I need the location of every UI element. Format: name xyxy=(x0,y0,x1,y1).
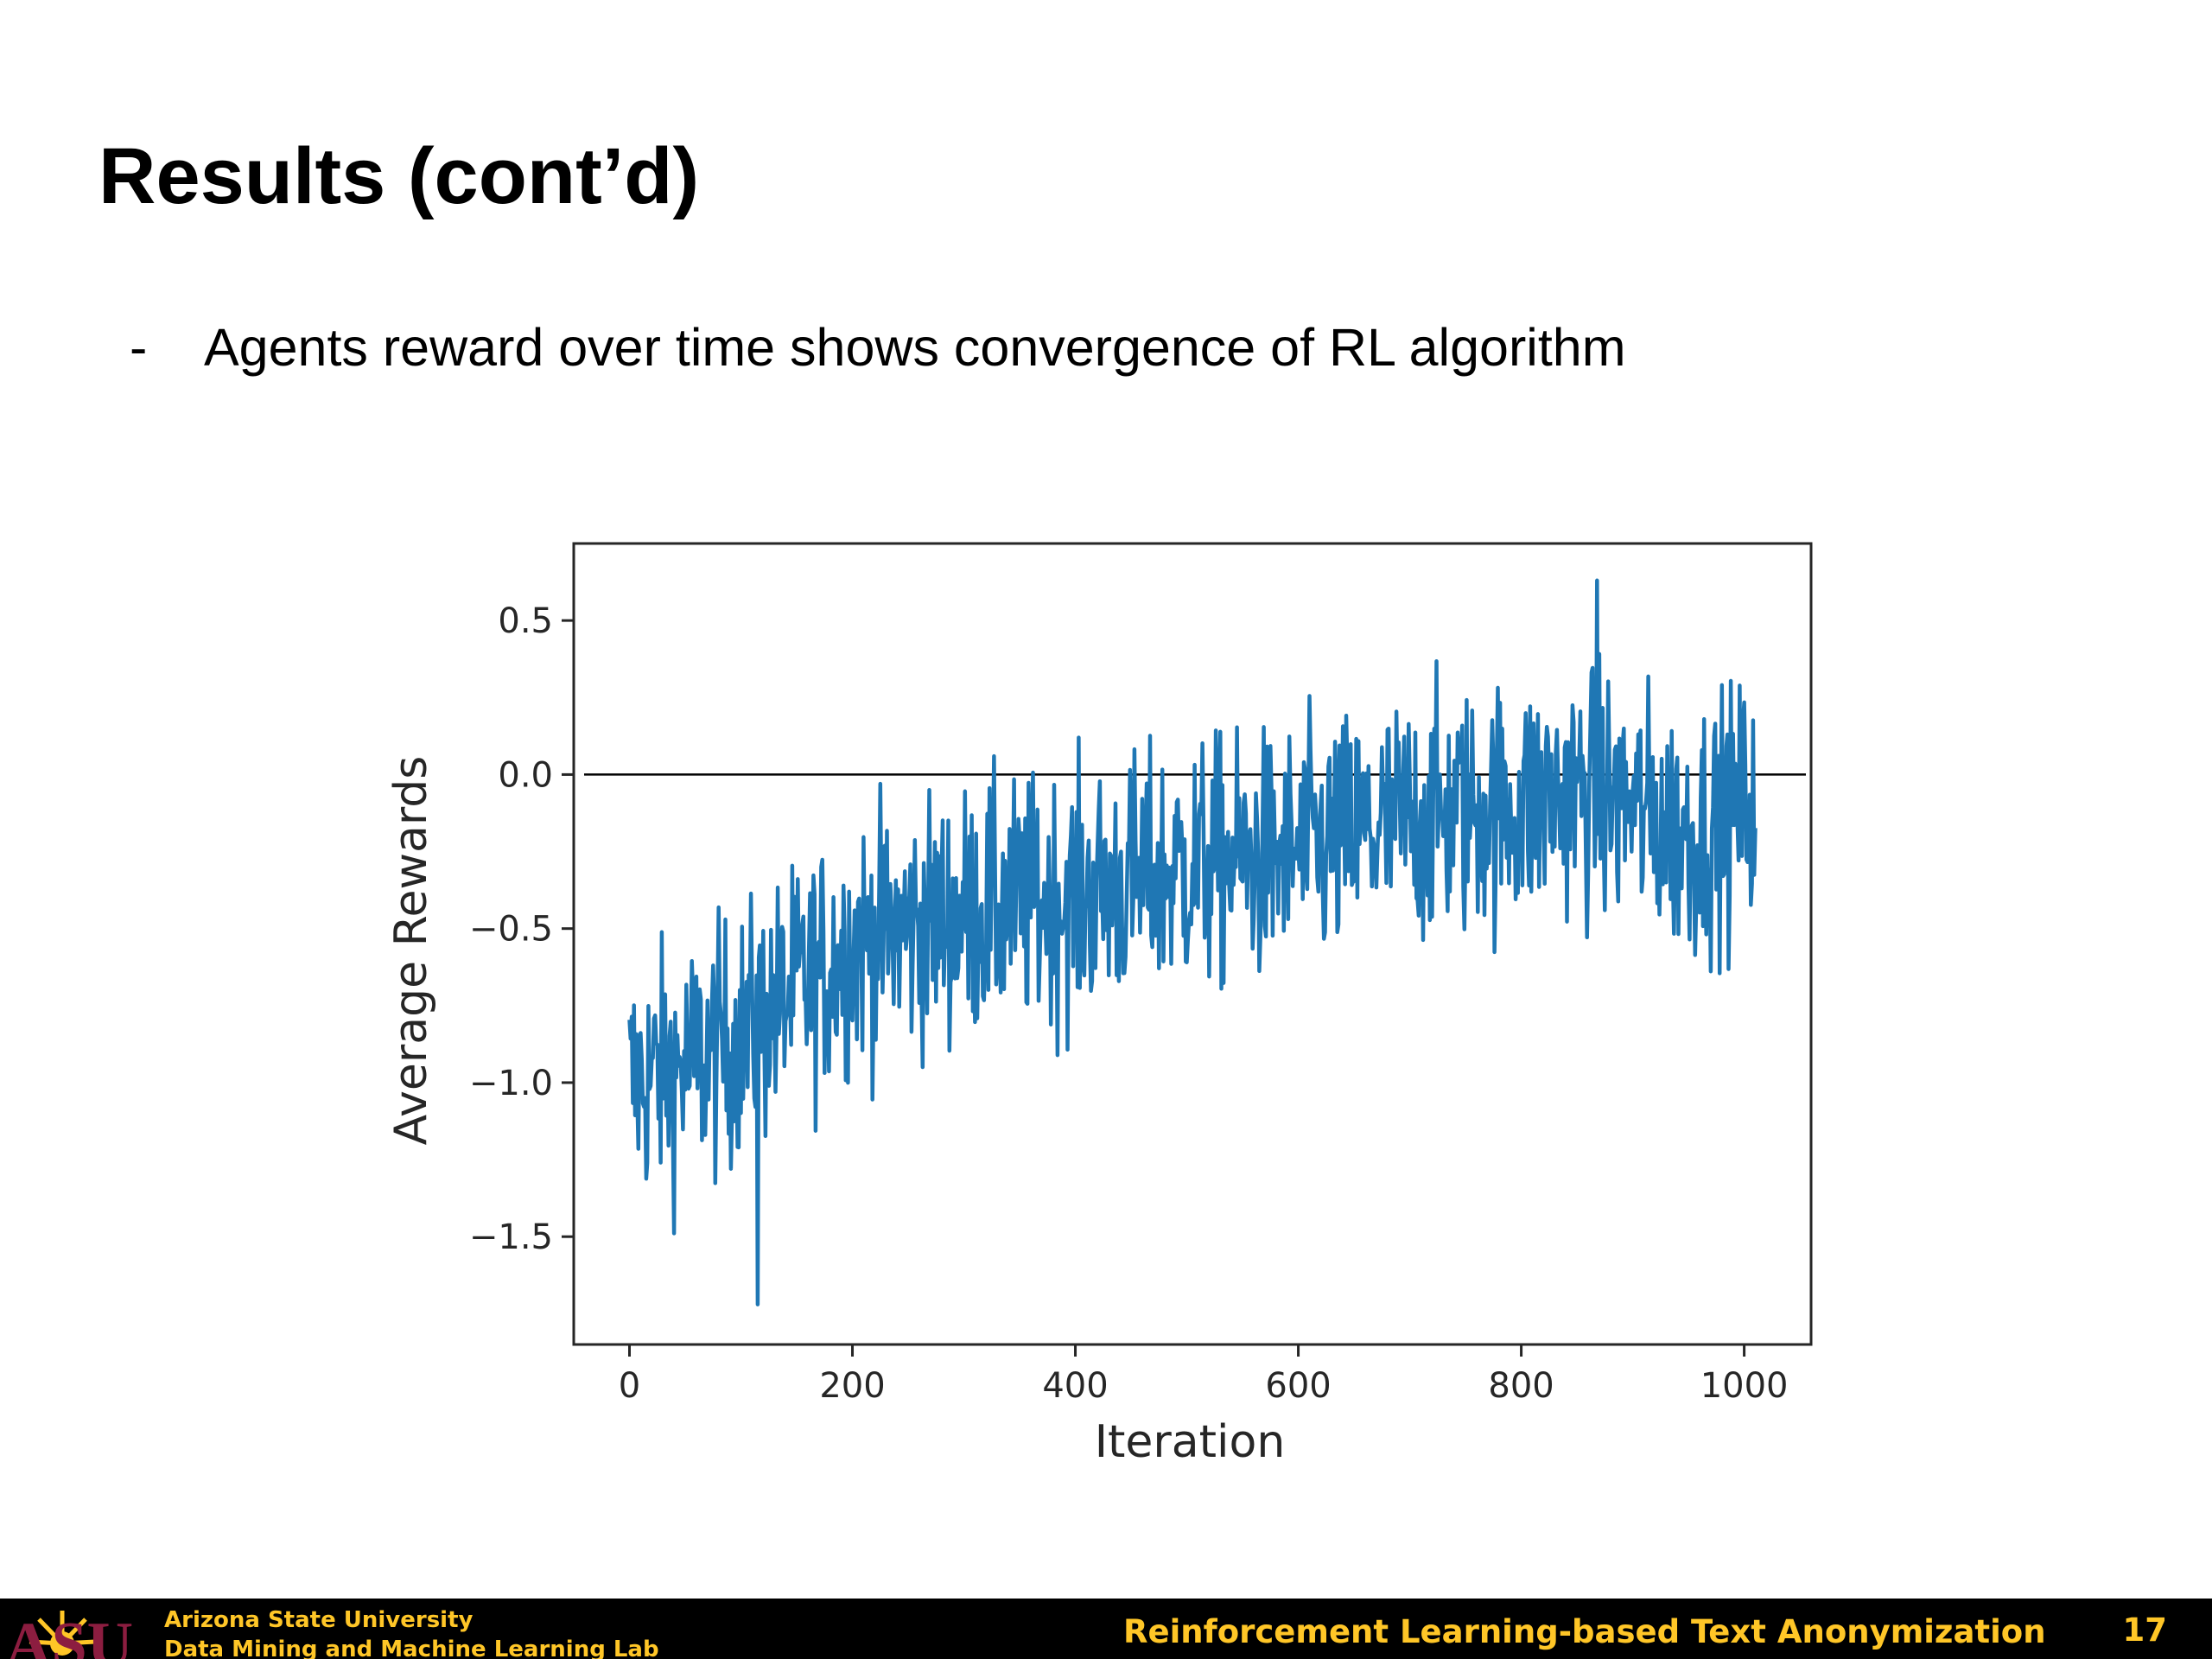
footer-lab: Data Mining and Machine Learning Lab xyxy=(164,1637,659,1659)
asu-logo: ASU xyxy=(5,1610,133,1659)
slide-title: Results (cont’d) xyxy=(99,132,700,220)
bullet-marker: - xyxy=(130,318,148,377)
y-tick-label: −1.5 xyxy=(469,1217,553,1257)
bullet-text: Agents reward over time shows convergenc… xyxy=(204,318,1626,377)
y-tick-label: −1.0 xyxy=(469,1064,553,1103)
reward-series-line xyxy=(627,578,1758,1306)
sunburst-icon xyxy=(29,1611,96,1656)
reward-line-chart: 0 200 400 600 800 1000 0.5 0.0 −0.5 −1.0 −1.5 Iter… xyxy=(385,542,1813,1468)
plot-frame xyxy=(572,542,1813,1346)
footer-talk-title: Reinforcement Learning-based Text Anonym… xyxy=(1123,1613,2046,1650)
x-tick-label: 0 xyxy=(619,1366,640,1406)
footer-university: Arizona State University xyxy=(164,1607,474,1633)
x-tick-label: 600 xyxy=(1265,1366,1331,1406)
y-tick-label: 0.0 xyxy=(498,755,553,795)
y-tick-label: −0.5 xyxy=(469,910,553,950)
x-tick-label: 200 xyxy=(819,1366,885,1406)
x-tick-label: 400 xyxy=(1042,1366,1108,1406)
page-number: 17 xyxy=(2122,1611,2168,1649)
x-tick-label: 800 xyxy=(1488,1366,1554,1406)
x-tick-label: 1000 xyxy=(1700,1366,1789,1406)
y-axis-label: Average Rewards xyxy=(385,756,437,1146)
x-axis-label: Iteration xyxy=(1095,1416,1286,1468)
asu-logo-text: ASU xyxy=(5,1610,133,1659)
footer-bar: ASU Arizona State University Data Mining… xyxy=(0,1599,2212,1659)
y-tick-label: 0.5 xyxy=(498,601,553,641)
